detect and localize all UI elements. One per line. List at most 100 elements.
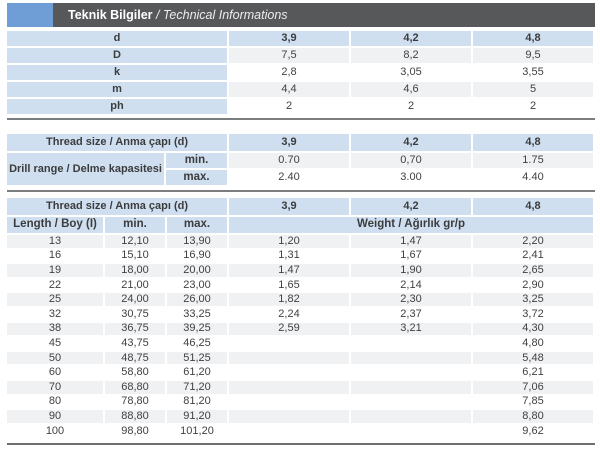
max-value: 33,25	[167, 307, 228, 321]
max-value: 16,90	[167, 249, 228, 263]
weight-value: 5,48	[473, 351, 594, 365]
dim-value: 9,5	[473, 48, 593, 63]
min-value: 15,10	[105, 249, 165, 263]
dim-label: m	[7, 82, 227, 97]
separator-line	[7, 190, 595, 192]
dim-value: 4,6	[351, 82, 471, 97]
table-row: ph 2 2 2	[7, 99, 593, 114]
weight-value	[351, 395, 472, 409]
length-value: 70	[7, 380, 103, 394]
weight-value: 2,20	[473, 235, 594, 248]
table-row: 19 18,00 20,00 1,47 1,90 2,65	[7, 264, 594, 277]
min-value: 36,75	[105, 322, 165, 336]
min-label: min.	[166, 153, 228, 168]
table-row: 22 21,00 23,00 1,65 2,14 2,90	[7, 278, 594, 292]
weight-value	[229, 337, 350, 350]
length-value: 19	[7, 264, 103, 277]
weight-value: 9,62	[473, 424, 594, 438]
table-row: Drill range / Delme kapasitesi min. 0.70…	[7, 153, 594, 185]
max-value: 26,00	[167, 293, 228, 306]
dim-value: 4,2	[351, 31, 471, 46]
weight-value	[229, 395, 350, 409]
table-row: 70 68,80 71,20 7,06	[7, 380, 594, 394]
thread-size-value: 4,8	[473, 198, 594, 215]
dim-value: 3,05	[351, 65, 471, 80]
table-row: 32 30,75 33,25 2,24 2,37 3,72	[7, 307, 594, 321]
min-value: 43,75	[105, 337, 165, 350]
weight-value	[229, 424, 350, 438]
title-turkish: Teknik Bilgiler	[68, 8, 153, 22]
thread-size-value: 3,9	[229, 198, 350, 215]
weight-value: 3,25	[473, 293, 594, 306]
max-value: 101,20	[167, 424, 228, 438]
weight-value: 1,31	[229, 249, 350, 263]
table-row: 60 58,80 61,20 6,21	[7, 366, 594, 379]
drill-max-value: 3.00	[351, 170, 472, 185]
drill-min-value: 1.75	[473, 153, 594, 168]
table-row: d 3,9 4,2 4,8	[7, 31, 593, 46]
drill-range-label: Drill range / Delme kapasitesi	[7, 153, 164, 185]
max-value: 46,25	[167, 337, 228, 350]
weight-value	[229, 351, 350, 365]
weight-value	[351, 366, 472, 379]
length-value: 60	[7, 366, 103, 379]
dim-value: 3,55	[473, 65, 593, 80]
thread-size-value: 4,2	[351, 198, 472, 215]
dim-label: D	[7, 48, 227, 63]
dim-label: ph	[7, 99, 227, 114]
length-value: 38	[7, 322, 103, 336]
weight-value: 1,82	[229, 293, 350, 306]
length-value: 100	[7, 424, 103, 438]
weight-column-header: Weight / Ağırlık gr/p	[229, 217, 594, 233]
dim-value: 4,4	[229, 82, 349, 97]
min-value: 78,80	[105, 395, 165, 409]
weight-value: 1,90	[351, 264, 472, 277]
dim-value: 5	[473, 82, 593, 97]
weight-value	[351, 337, 472, 350]
min-value: 24,00	[105, 293, 165, 306]
table-row: 100 98,80 101,20 9,62	[7, 424, 594, 438]
weight-value	[351, 380, 472, 394]
drill-min-value: 0,70	[351, 153, 472, 168]
title-bar: Teknik Bilgiler / Technical Informations	[7, 3, 595, 27]
min-value: 21,00	[105, 278, 165, 292]
table-row: 50 48,75 51,25 5,48	[7, 351, 594, 365]
length-value: 45	[7, 337, 103, 350]
dim-value: 2	[473, 99, 593, 114]
weight-value: 1,20	[229, 235, 350, 248]
section-title: Teknik Bilgiler / Technical Informations	[53, 3, 595, 27]
weight-value: 2,59	[229, 322, 350, 336]
length-weight-table: Thread size / Anma çapı (d) 3,9 4,2 4,8 …	[5, 196, 595, 439]
drill-min-value: 0.70	[229, 153, 350, 168]
weight-value: 4,30	[473, 322, 594, 336]
weight-value	[351, 424, 472, 438]
max-column-header: max.	[167, 217, 228, 233]
length-value: 50	[7, 351, 103, 365]
max-value: 13,90	[167, 235, 228, 248]
length-value: 90	[7, 410, 103, 423]
min-value: 58,80	[105, 366, 165, 379]
dim-value: 2,8	[229, 65, 349, 80]
weight-value	[229, 366, 350, 379]
min-value: 48,75	[105, 351, 165, 365]
table-row: 25 24,00 26,00 1,82 2,30 3,25	[7, 293, 594, 306]
max-value: 91,20	[167, 410, 228, 423]
weight-value: 7,85	[473, 395, 594, 409]
dim-value: 3,9	[229, 31, 349, 46]
table-row: 16 15,10 16,90 1,31 1,67 2,41	[7, 249, 594, 263]
weight-value	[229, 410, 350, 423]
drill-range-table: Thread size / Anma çapı (d) 3,9 4,2 4,8 …	[5, 132, 595, 187]
table-row: max. 2.40 3.00 4.40	[7, 170, 594, 185]
thread-size-label: Thread size / Anma çapı (d)	[7, 134, 228, 151]
weight-value: 3,21	[351, 322, 472, 336]
max-value: 51,25	[167, 351, 228, 365]
min-value: 98,80	[105, 424, 165, 438]
table-row: k 2,8 3,05 3,55	[7, 65, 593, 80]
weight-value: 6,21	[473, 366, 594, 379]
dim-label: k	[7, 65, 227, 80]
accent-square	[7, 3, 53, 27]
weight-value: 2,24	[229, 307, 350, 321]
length-value: 32	[7, 307, 103, 321]
weight-value: 8,80	[473, 410, 594, 423]
